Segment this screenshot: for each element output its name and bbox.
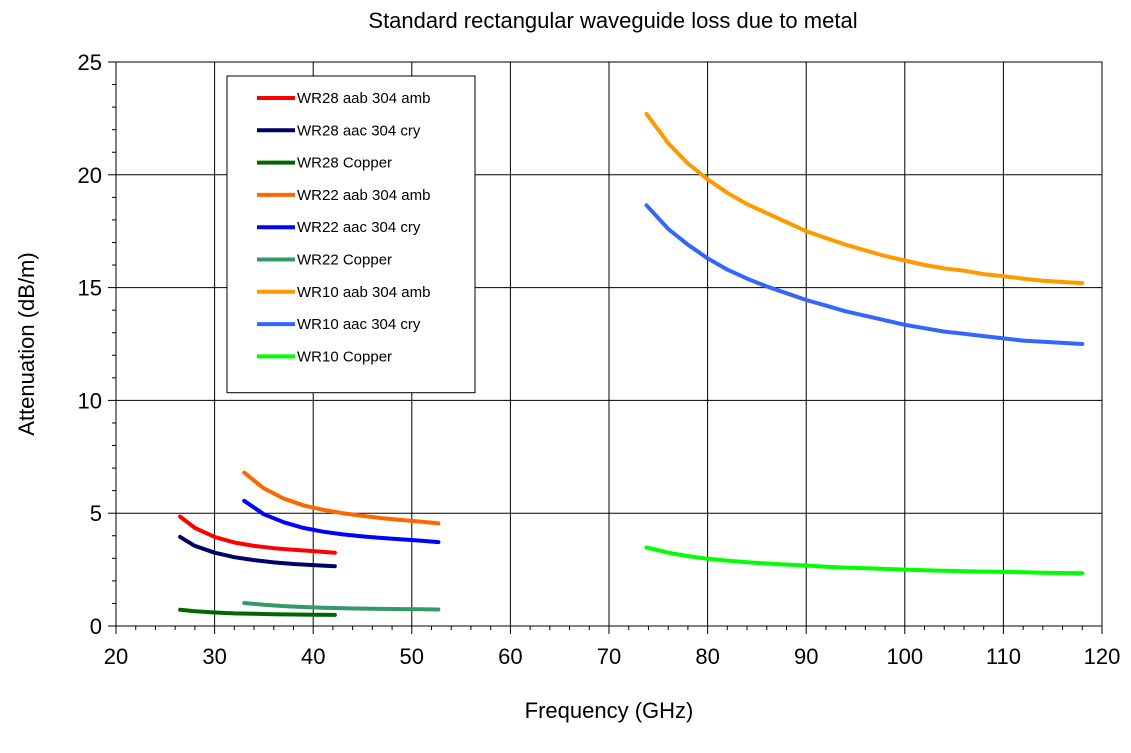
x-tick-label: 50 — [400, 644, 424, 669]
x-axis-title: Frequency (GHz) — [525, 698, 694, 723]
series-line — [178, 534, 337, 569]
x-tick-label: 120 — [1084, 644, 1121, 669]
series-line — [242, 601, 441, 612]
tick-labels: 20 30 40 50 60 70 80 90 100 110 120 0 5 10 15 20 25 — [78, 50, 1121, 669]
x-tick-label: 100 — [886, 644, 923, 669]
series-line — [178, 514, 337, 555]
x-tick-label: 20 — [104, 644, 128, 669]
y-tick-label: 20 — [78, 163, 102, 188]
series-line — [242, 498, 441, 545]
series-line — [242, 470, 441, 526]
x-tick-label: 80 — [695, 644, 719, 669]
plot-area-frame — [115, 61, 1103, 627]
x-tick-label: 30 — [202, 644, 226, 669]
x-tick-label: 110 — [986, 644, 1021, 669]
legend-label: WR28 Copper — [297, 155, 392, 172]
y-tick-label: 25 — [78, 50, 102, 75]
series-line — [178, 607, 337, 617]
legend-label: WR10 Copper — [297, 348, 392, 365]
legend: WR28 aab 304 amb WR28 aac 304 cry WR28 Cop… — [226, 75, 476, 394]
legend-label: WR28 aab 304 amb — [297, 90, 430, 107]
legend-label: WR10 aab 304 amb — [297, 284, 430, 301]
chart-title: Standard rectangular waveguide loss due … — [368, 8, 857, 33]
x-tick-label: 60 — [498, 644, 522, 669]
series-line — [644, 203, 1085, 346]
y-tick-label: 0 — [90, 614, 102, 639]
y-axis-title: Attenuation (dB/m) — [14, 252, 39, 435]
y-tick-label: 15 — [78, 276, 102, 301]
legend-label: WR22 Copper — [297, 252, 392, 269]
y-tick-label: 10 — [78, 388, 102, 413]
legend-label: WR22 aac 304 cry — [297, 219, 421, 236]
x-tick-label: 90 — [794, 644, 818, 669]
axis-ticks — [108, 61, 1103, 634]
x-tick-label: 40 — [301, 644, 325, 669]
legend-label: WR28 aac 304 cry — [297, 122, 421, 139]
series-line — [644, 545, 1085, 576]
y-tick-label: 5 — [90, 501, 102, 526]
legend-label: WR10 aac 304 cry — [297, 316, 421, 333]
series-line — [644, 111, 1085, 286]
x-tick-label: 70 — [597, 644, 621, 669]
legend-label: WR22 aab 304 amb — [297, 187, 430, 204]
series-lines — [178, 111, 1085, 617]
